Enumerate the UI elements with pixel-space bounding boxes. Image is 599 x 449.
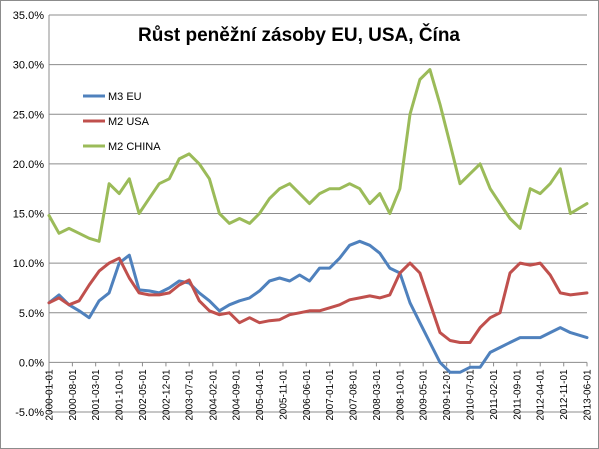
series-line-m2-china: [47, 68, 589, 243]
x-tick-label: 2005-04-01: [255, 369, 266, 421]
y-tick-label: 5.0%: [19, 308, 44, 320]
x-tick-label: 2004-09-01: [232, 369, 243, 421]
series-line-m2-usa: [47, 256, 589, 344]
series-lines: [47, 68, 589, 374]
legend-label: M3 EU: [108, 91, 142, 103]
y-tick-label: 35.0%: [13, 10, 44, 22]
x-tick-label: 2009-05-01: [419, 369, 430, 421]
y-tick-label: 20.0%: [13, 159, 44, 171]
x-tick-label: 2005-11-01: [278, 369, 289, 420]
axes: -5.0% 0.0% 5.0% 10.0% 15.0% 20.0% 25.0% 30.0% 35…: [13, 10, 594, 421]
legend-label: M2 USA: [108, 116, 150, 128]
x-tick-label: 2011-02-01: [489, 369, 500, 420]
x-tick-label: 2012-11-01: [559, 369, 570, 420]
x-tick-label: 2006-06-01: [302, 369, 313, 421]
x-tick-label: 2008-03-01: [372, 369, 383, 421]
y-tick-label: -5.0%: [15, 407, 44, 419]
series-line-m3-eu: [47, 239, 589, 374]
legend: M3 EU M2 USA M2 CHINA: [83, 91, 161, 153]
x-tick-label: 2012-04-01: [536, 369, 547, 421]
legend-label: M2 CHINA: [108, 141, 161, 153]
x-tick-label: 2007-08-01: [349, 369, 360, 421]
y-tick-label: 10.0%: [13, 258, 44, 270]
x-tick-label: 2002-12-01: [161, 369, 172, 421]
y-tick-label: 30.0%: [13, 60, 44, 72]
y-tick-label: 0.0%: [19, 357, 44, 369]
chart-title: Růst peněžní zásoby EU, USA, Čína: [138, 24, 460, 46]
x-tick-label: 2000-08-01: [68, 369, 79, 421]
x-tick-label: 2009-12-01: [442, 369, 453, 421]
x-tick-label: 2008-10-01: [395, 369, 406, 421]
y-tick-label: 15.0%: [13, 209, 44, 221]
x-tick-label: 2004-02-01: [208, 369, 219, 421]
x-tick-label: 2002-05-01: [138, 369, 149, 421]
x-tick-label: 2003-07-01: [185, 369, 196, 421]
x-tick-label: 2001-03-01: [91, 369, 102, 421]
x-tick-label: 2000-01-01: [45, 369, 56, 421]
x-tick-label: 2001-10-01: [115, 369, 126, 421]
y-tick-label: 25.0%: [13, 109, 44, 121]
x-tick-label: 2007-01-01: [325, 369, 336, 421]
x-tick-label: 2013-06-01: [583, 369, 594, 421]
x-tick-label: 2010-07-01: [465, 369, 476, 421]
x-tick-label: 2011-09-01: [512, 369, 523, 420]
